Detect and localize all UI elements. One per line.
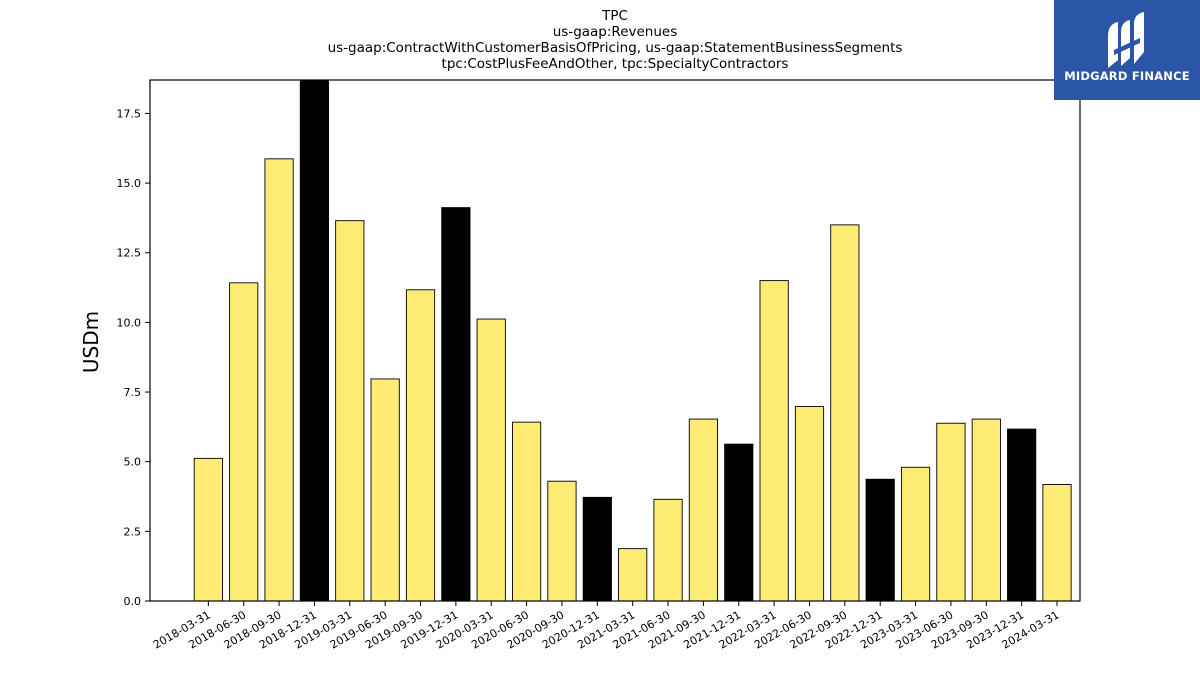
bar-2019-03-31 [335,220,365,602]
bar-2018-12-31 [299,79,330,602]
bar-2023-09-30 [971,418,1001,602]
y-tick-label: 17.5 [117,107,142,120]
bar-2020-06-30 [512,421,542,602]
chart-title-line: TPC [601,8,628,24]
bar-2018-03-31 [193,457,223,602]
bar-2023-12-31 [1007,428,1037,602]
bar-2018-09-30 [264,158,294,602]
logo-mark-icon [1108,12,1144,68]
bar-2022-03-31 [759,280,789,602]
y-tick-label: 7.5 [124,386,142,399]
bar-2021-12-31 [724,443,754,602]
bar-2019-12-31 [441,207,471,602]
bars [193,79,1072,602]
bar-2021-03-31 [618,548,648,602]
y-tick-label: 10.0 [117,316,142,329]
bar-2022-12-31 [865,478,895,602]
bar-2022-09-30 [830,224,860,602]
logo-text: MIDGARD FINANCE [1064,69,1190,83]
bar-2024-03-31 [1042,484,1072,602]
midgard-finance-logo: MIDGARD FINANCE [1054,0,1200,100]
bar-2023-03-31 [900,466,931,602]
bar-2020-03-31 [476,318,506,602]
y-tick-label: 2.5 [124,525,142,538]
y-axis-label: USDm [79,311,103,373]
bar-2020-12-31 [582,496,612,602]
bar-2023-06-30 [936,422,966,602]
y-axis: 0.0 2.5 5.0 7.5 10.0 12.5 15.0 17.5 [117,107,150,608]
x-axis: 2018-03-312018-06-302018-09-302018-12-31… [151,601,1062,652]
bar-2018-06-30 [229,282,259,602]
bar-2021-09-30 [688,418,718,602]
bar-2019-06-30 [370,378,400,602]
chart-title-line: us-gaap:ContractWithCustomerBasisOfPrici… [328,40,903,56]
chart-title-line: tpc:CostPlusFeeAndOther, tpc:SpecialtyCo… [442,56,789,72]
bar-2020-09-30 [547,480,577,602]
y-tick-label: 12.5 [117,247,142,260]
bar-2021-06-30 [653,498,683,602]
y-tick-label: 15.0 [117,177,142,190]
chart-title-line: us-gaap:Revenues [553,24,678,40]
chart-title: TPCus-gaap:Revenuesus-gaap:ContractWithC… [328,8,903,72]
bar-2019-09-30 [405,289,436,602]
bar-2022-06-30 [794,406,825,602]
y-tick-label: 5.0 [124,456,142,469]
plot-frame [149,79,1081,602]
y-tick-label: 0.0 [124,595,142,608]
